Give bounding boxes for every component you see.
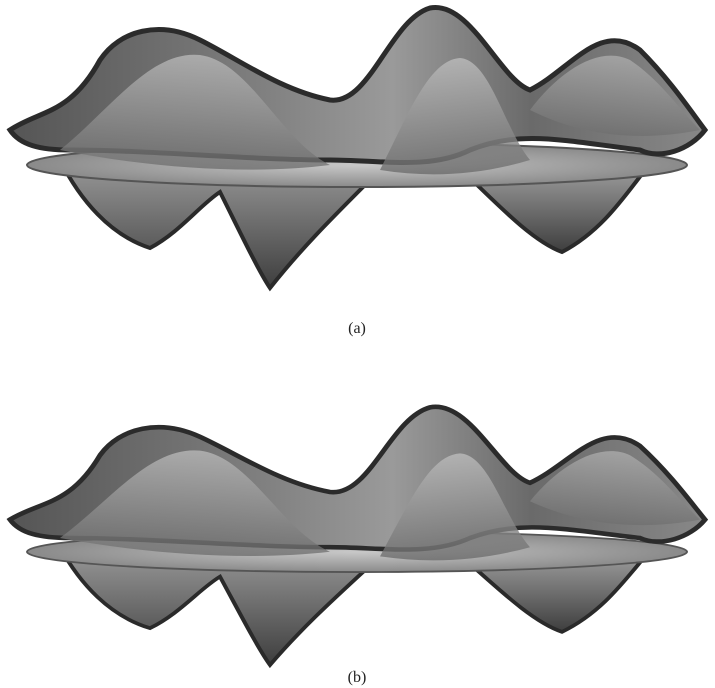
panel-b [10,407,705,665]
panel-label: (a) [348,320,366,337]
figure: (a) (b) [0,0,715,688]
panel-label: (b) [348,669,367,686]
panel-a [10,7,705,288]
